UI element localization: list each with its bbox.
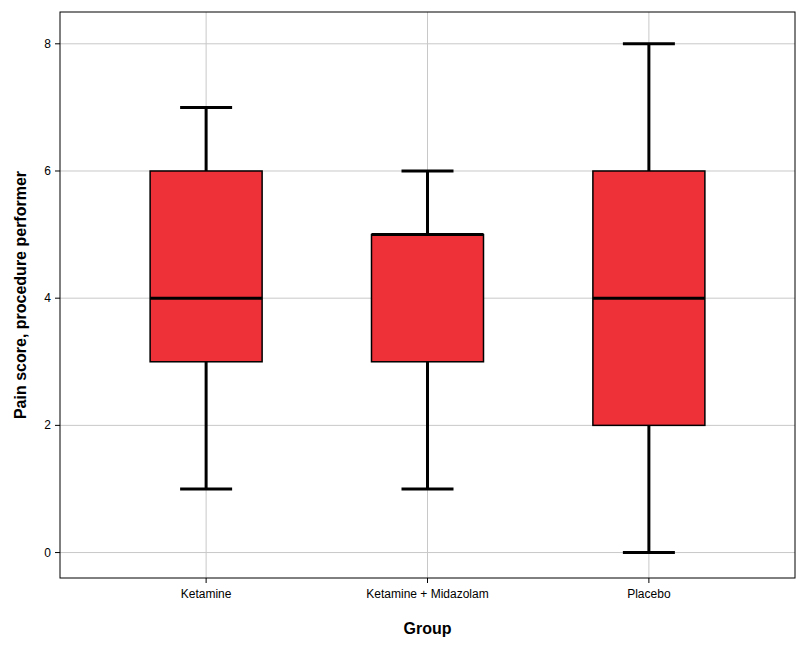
chart-svg: 0 2 4 6 8 Ketamine Ketamine + Midazolam Placebo…	[0, 0, 808, 654]
whisker-cap-max	[180, 106, 232, 109]
whisker-cap-min	[402, 487, 454, 490]
y-tick-label: 2	[44, 418, 51, 432]
median-line	[593, 297, 705, 300]
whisker-cap-max	[623, 42, 675, 45]
y-tick	[55, 552, 60, 553]
box	[593, 171, 705, 425]
whisker-cap-min	[180, 487, 232, 490]
whisker-cap-max	[402, 169, 454, 172]
whisker-lower	[426, 362, 429, 489]
boxes	[150, 44, 705, 553]
x-axis-label: Group	[404, 620, 452, 637]
y-tick-label: 8	[44, 37, 51, 51]
y-tick	[55, 425, 60, 426]
median-line	[372, 233, 484, 236]
x-tick-label: Ketamine + Midazolam	[366, 587, 488, 601]
whisker-upper	[426, 171, 429, 235]
whisker-lower	[647, 425, 650, 552]
box	[150, 171, 262, 362]
y-axis-label: Pain score, procedure performer	[12, 171, 29, 419]
plot-frame	[60, 12, 795, 578]
y-tick-label: 0	[44, 546, 51, 560]
whisker-lower	[205, 362, 208, 489]
x-tick	[648, 578, 649, 583]
x-tick	[427, 578, 428, 583]
plot-background	[60, 12, 795, 578]
whisker-upper	[647, 44, 650, 171]
x-tick-label: Placebo	[627, 587, 671, 601]
y-tick	[55, 43, 60, 44]
whisker-upper	[205, 107, 208, 171]
chart-root: 0 2 4 6 8 Ketamine Ketamine + Midazolam Placebo…	[0, 0, 808, 654]
whisker-cap-min	[623, 551, 675, 554]
median-line	[150, 297, 262, 300]
box	[372, 235, 484, 362]
y-tick-label: 4	[44, 291, 51, 305]
y-tick	[55, 170, 60, 171]
y-tick-label: 6	[44, 164, 51, 178]
y-tick	[55, 298, 60, 299]
x-tick-label: Ketamine	[181, 587, 232, 601]
x-tick	[206, 578, 207, 583]
